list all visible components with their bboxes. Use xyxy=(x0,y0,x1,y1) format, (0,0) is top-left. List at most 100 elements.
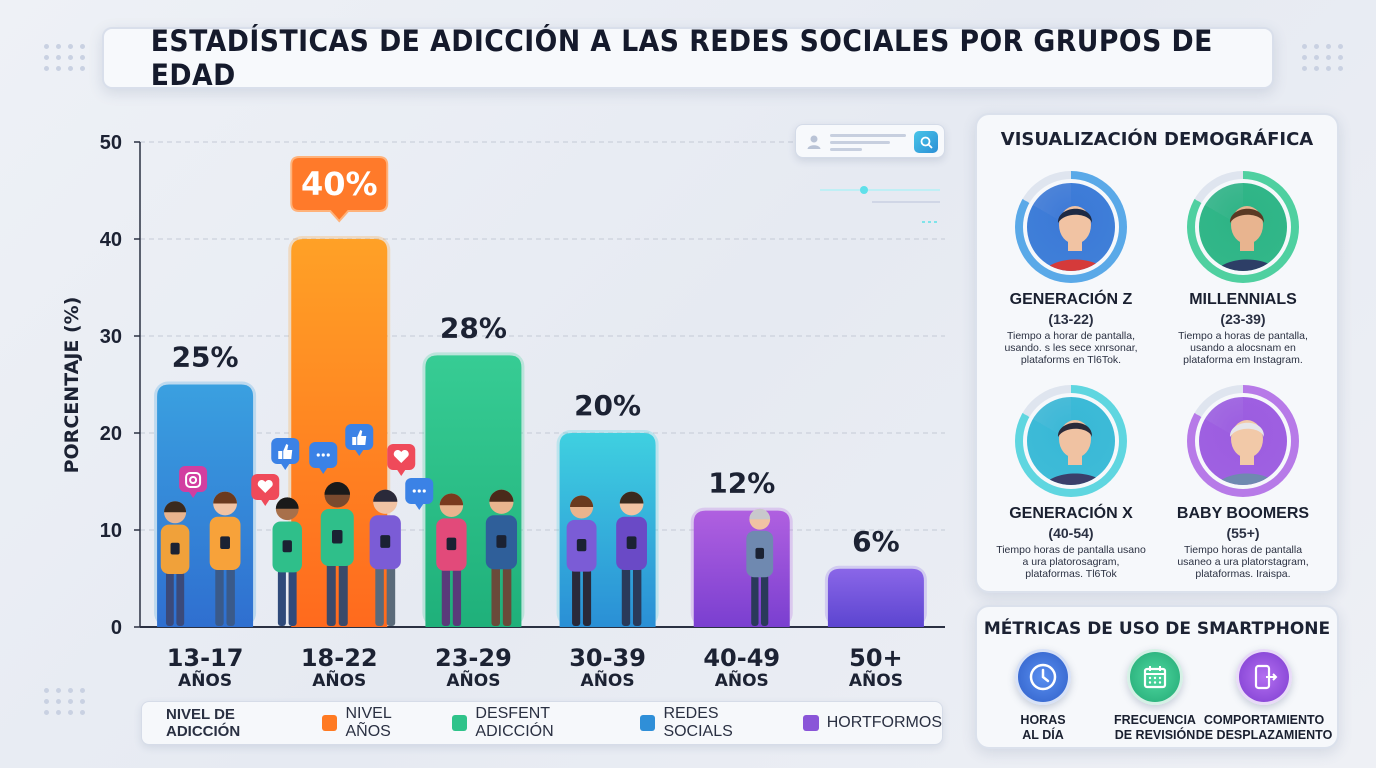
generation-description: Tiempo a horas de pantalla, usando a alo… xyxy=(1178,330,1308,366)
avatar xyxy=(1187,385,1299,497)
bar xyxy=(693,510,790,627)
x-tick-sublabel: AÑOS xyxy=(178,668,232,691)
value-label: 12% xyxy=(708,467,775,500)
person-figure xyxy=(746,508,774,626)
metric-label-line: AL DÍA xyxy=(1022,728,1064,742)
generation-description: Tiempo a horar de pantalla, usando. s le… xyxy=(1004,330,1138,366)
bar xyxy=(291,239,388,627)
generation-description: Tiempo horas de pantalla usaneo a ura pl… xyxy=(1177,544,1309,580)
x-tick-label: 30-39 xyxy=(569,644,646,672)
y-tick-label: 40 xyxy=(100,229,122,251)
generation-range: (13-22) xyxy=(1048,311,1094,327)
generation-name: BABY BOOMERS xyxy=(1176,505,1310,522)
heart-icon xyxy=(251,474,280,506)
x-tick-label: 18-22 xyxy=(301,644,378,672)
metrics-panel: MÉTRICAS DE USO DE SMARTPHONE HORAS AL D… xyxy=(975,605,1339,749)
generation-name: MILLENNIALS xyxy=(1189,291,1297,308)
metric-label: FRECUENCIA DE REVISIÓN xyxy=(1085,713,1225,743)
legend-item: DESFENT ADICCIÓN xyxy=(452,705,622,741)
dot-grid-top-right xyxy=(1302,44,1344,71)
metric-label: COMPORTAMIENTO DE DESPLAZAMIENTO xyxy=(1189,713,1339,743)
legend-swatch xyxy=(452,715,468,731)
legend-label: DESFENT ADICCIÓN xyxy=(475,705,554,740)
demographics-panel: VISUALIZACIÓN DEMOGRÁFICA GENERACIÓN Z (… xyxy=(975,113,1339,593)
page-title: ESTADÍSTICAS DE ADICCIÓN A LAS REDES SOC… xyxy=(150,24,1213,92)
avatar xyxy=(1015,385,1127,497)
x-tick-sublabel: AÑOS xyxy=(581,668,635,691)
generation-range: (55+) xyxy=(1226,525,1260,541)
like-icon xyxy=(345,424,374,456)
x-tick-label: 40-49 xyxy=(703,644,780,672)
y-tick-label: 50 xyxy=(100,132,122,154)
value-label: 6% xyxy=(852,525,900,558)
metric-item: FRECUENCIA DE REVISIÓN xyxy=(1085,649,1225,743)
clock-icon xyxy=(1015,649,1071,705)
y-tick-label: 20 xyxy=(100,423,122,445)
metric-label-line: COMPORTAMIENTO xyxy=(1203,713,1325,727)
legend-label: REDES SOCIALS xyxy=(663,705,733,740)
x-tick-label: 50+ xyxy=(849,644,903,672)
person-icon xyxy=(1216,420,1278,485)
value-label: 25% xyxy=(172,341,239,374)
generation-card: BABY BOOMERS (55+) Tiempo horas de panta… xyxy=(1168,385,1318,580)
x-tick-label: 23-29 xyxy=(435,644,512,672)
person-icon xyxy=(1044,420,1106,485)
metric-label-line: HORAS xyxy=(1020,713,1066,727)
person-figure xyxy=(485,489,518,626)
generation-card: MILLENNIALS (23-39) Tiempo a horas de pa… xyxy=(1168,171,1318,366)
person-figure xyxy=(160,501,190,626)
value-label: 40% xyxy=(301,165,378,203)
title-banner: ESTADÍSTICAS DE ADICCIÓN A LAS REDES SOC… xyxy=(102,24,1274,92)
y-tick-label: 0 xyxy=(111,617,122,639)
x-tick-sublabel: AÑOS xyxy=(715,668,769,691)
chat-icon xyxy=(309,442,338,474)
legend-label: HORTFORMOS xyxy=(826,714,942,731)
y-tick-label: 30 xyxy=(100,326,122,348)
x-tick-sublabel: AÑOS xyxy=(849,668,903,691)
y-tick-label: 10 xyxy=(100,520,122,542)
person-figure xyxy=(320,482,354,626)
legend-title: NIVEL DE ADICCIÓN xyxy=(166,706,241,740)
metric-label: HORAS AL DÍA xyxy=(973,713,1113,743)
person-figure xyxy=(616,491,647,626)
dot-grid-bottom-left xyxy=(44,688,86,715)
legend-swatch xyxy=(802,715,819,731)
legend: NIVEL DE ADICCIÓN NIVEL AÑOS DESFENT ADI… xyxy=(141,701,943,745)
placeholder-line xyxy=(830,148,862,151)
legend-item: NIVEL AÑOS xyxy=(322,705,434,741)
generation-range: (40-54) xyxy=(1048,525,1094,541)
search-button[interactable] xyxy=(914,131,938,153)
y-axis-label: PORCENTAJE (%) xyxy=(61,297,83,474)
person-figure xyxy=(436,493,467,626)
avatar-portrait xyxy=(1023,179,1119,275)
search-icon xyxy=(920,136,933,149)
legend-swatch xyxy=(640,715,656,731)
chat-icon xyxy=(405,478,434,510)
x-tick-label: 13-17 xyxy=(167,644,244,672)
avatar-portrait xyxy=(1023,393,1119,489)
phone-scroll-icon xyxy=(1236,649,1292,705)
person-figure xyxy=(566,495,597,626)
highlight-callout xyxy=(290,156,389,223)
legend-label: NIVEL AÑOS xyxy=(345,705,392,740)
metric-label-line: FRECUENCIA xyxy=(1114,713,1196,727)
placeholder-line xyxy=(830,134,906,137)
generation-description: Tiempo horas de pantalla usano a ura pla… xyxy=(996,544,1146,580)
legend-item: HORTFORMOS xyxy=(802,714,942,732)
avatar-portrait xyxy=(1195,393,1291,489)
avatar xyxy=(1187,171,1299,283)
generation-name: GENERACIÓN Z xyxy=(1009,291,1133,308)
metrics-title: MÉTRICAS DE USO DE SMARTPHONE xyxy=(983,619,1331,639)
legend-item: REDES SOCIALS xyxy=(640,705,784,741)
metric-item: COMPORTAMIENTO DE DESPLAZAMIENTO xyxy=(1189,649,1339,743)
search-widget[interactable] xyxy=(795,124,945,158)
instagram-icon xyxy=(179,466,208,498)
heart-icon xyxy=(387,444,416,476)
metric-item: HORAS AL DÍA xyxy=(973,649,1113,743)
bar xyxy=(827,568,924,627)
generation-card: GENERACIÓN X (40-54) Tiempo horas de pan… xyxy=(996,385,1146,580)
metric-label-line: DE REVISIÓN xyxy=(1114,728,1196,742)
user-icon xyxy=(807,135,821,149)
legend-swatch xyxy=(322,715,338,731)
